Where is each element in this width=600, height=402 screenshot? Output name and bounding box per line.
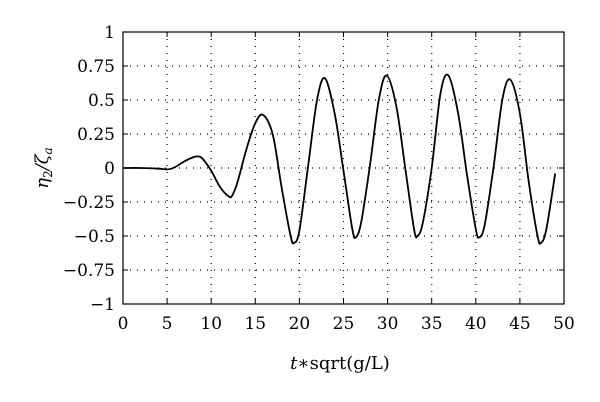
y-tick-label: 0 (104, 159, 115, 179)
x-tick-label: 50 (553, 314, 575, 334)
y-tick-label: −0.75 (63, 261, 115, 281)
x-tick-label: 45 (509, 314, 531, 334)
y-axis-label-sub2: a (41, 147, 55, 154)
x-axis-label-rest: ∗sqrt(g/L) (297, 353, 389, 374)
y-tick-label: 0.75 (77, 57, 115, 77)
y-tick-label: 1 (104, 23, 115, 43)
x-axis-label-var: t (290, 353, 298, 374)
x-tick-label: 25 (333, 314, 355, 334)
y-tick-label: 0.5 (88, 91, 115, 111)
y-tick-label: 0.25 (77, 125, 115, 145)
y-tick-labels: 1 0.75 0.5 0.25 0 −0.25 −0.5 −0.75 −1 (63, 23, 115, 315)
x-tick-labels: 0 5 10 15 20 25 30 35 40 45 50 (118, 314, 575, 334)
y-tick-label: −1 (90, 295, 115, 315)
x-tick-label: 20 (289, 314, 311, 334)
x-tick-label: 40 (465, 314, 487, 334)
x-tick-label: 0 (118, 314, 129, 334)
y-axis-label: η2/ζa (32, 147, 55, 188)
y-axis-label-sub1: 2 (41, 170, 55, 178)
x-tick-label: 10 (200, 314, 222, 334)
y-axis-label-main: η (32, 178, 53, 189)
x-axis-label: t∗sqrt(g/L) (290, 353, 390, 374)
y-axis-label-slash: /ζ (32, 153, 53, 172)
x-tick-label: 15 (244, 314, 266, 334)
series-line (122, 73, 557, 245)
x-tick-label: 5 (162, 314, 173, 334)
x-tick-label: 30 (377, 314, 399, 334)
x-tick-label: 35 (421, 314, 443, 334)
tick-layer (122, 31, 565, 305)
y-tick-label: −0.25 (63, 193, 115, 213)
y-tick-label: −0.5 (74, 227, 115, 247)
